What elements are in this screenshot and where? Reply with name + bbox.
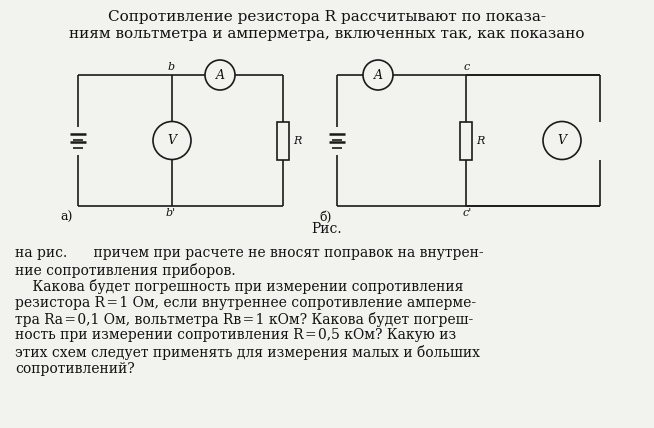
- Text: V: V: [167, 134, 177, 147]
- Text: сопротивлений?: сопротивлений?: [15, 362, 135, 375]
- Bar: [460, 122, 472, 160]
- Text: A: A: [216, 68, 224, 81]
- Text: тра Rа = 0,1 Ом, вольтметра Rв = 1 кОм? Какова будет погреш-: тра Rа = 0,1 Ом, вольтметра Rв = 1 кОм? …: [15, 312, 473, 327]
- Circle shape: [543, 122, 581, 160]
- Text: б): б): [320, 211, 332, 224]
- Text: а): а): [61, 211, 73, 224]
- Text: Рис.: Рис.: [312, 222, 342, 236]
- Text: ность при измерении сопротивления R = 0,5 кОм? Какую из: ность при измерении сопротивления R = 0,…: [15, 329, 456, 342]
- Text: R: R: [293, 136, 301, 146]
- Text: Сопротивление резистора R рассчитывают по показа-: Сопротивление резистора R рассчитывают п…: [108, 10, 546, 24]
- Text: ние сопротивления приборов.: ние сопротивления приборов.: [15, 262, 235, 277]
- Text: Какова будет погрешность при измерении сопротивления: Какова будет погрешность при измерении с…: [15, 279, 464, 294]
- Text: A: A: [373, 68, 383, 81]
- Bar: [277, 122, 289, 160]
- Text: b: b: [167, 62, 175, 72]
- Text: на рис.      причем при расчете не вносят поправок на внутрен-: на рис. причем при расчете не вносят поп…: [15, 246, 483, 260]
- Text: c: c: [464, 62, 470, 72]
- Text: резистора R = 1 Ом, если внутреннее сопротивление амперме-: резистора R = 1 Ом, если внутреннее сопр…: [15, 295, 476, 309]
- Circle shape: [205, 60, 235, 90]
- Text: ниям вольтметра и амперметра, включенных так, как показано: ниям вольтметра и амперметра, включенных…: [69, 27, 585, 41]
- Text: R: R: [476, 136, 485, 146]
- Circle shape: [363, 60, 393, 90]
- Circle shape: [153, 122, 191, 160]
- Text: этих схем следует применять для измерения малых и больших: этих схем следует применять для измерени…: [15, 345, 480, 360]
- Text: b': b': [166, 208, 176, 218]
- Text: V: V: [557, 134, 566, 147]
- Text: c': c': [462, 208, 472, 218]
